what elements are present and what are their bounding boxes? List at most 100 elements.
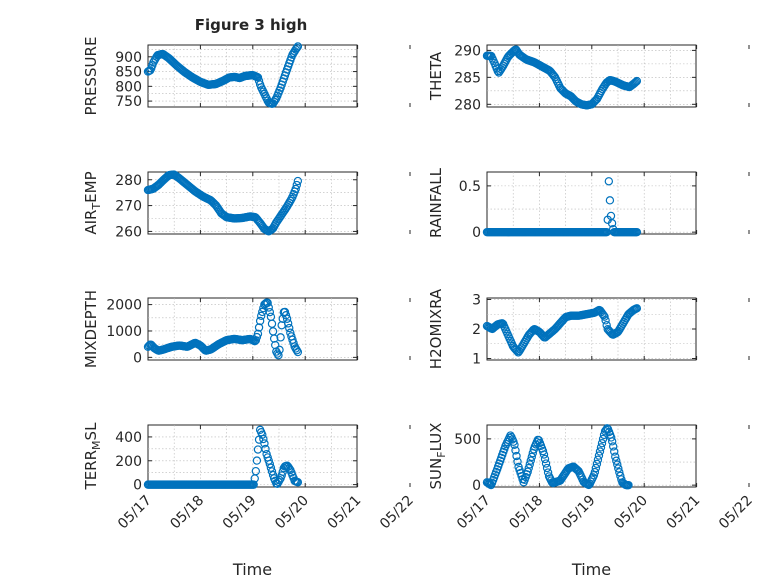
y-axis-label: RAINFALL (427, 167, 445, 238)
y-tick-label: 270 (115, 199, 142, 215)
y-axis-label-part: TERR (82, 450, 100, 491)
data-point (512, 451, 521, 461)
data-point (289, 338, 298, 348)
data-point (604, 177, 614, 186)
subplot-h2omixra: 1 2 3 H2OMIXRA (427, 288, 750, 369)
data-point (274, 351, 283, 360)
y-tick-label: 750 (115, 94, 142, 110)
data-point (252, 456, 262, 465)
x-tick-label: 05/19 (220, 493, 260, 533)
data-series (482, 45, 642, 110)
x-tick-label: 05/21 (325, 493, 365, 533)
data-point (259, 434, 268, 444)
data-point (250, 336, 259, 346)
data-point (293, 176, 303, 186)
data-series (482, 304, 642, 357)
data-series (482, 177, 642, 237)
data-point (264, 303, 273, 312)
data-point (540, 454, 550, 464)
x-tick-label: 05/19 (559, 493, 599, 533)
data-point (605, 196, 615, 205)
y-tick-label: 290 (454, 43, 481, 59)
y-axis-label-subscript: T (90, 203, 103, 211)
x-tick-label: 05/21 (664, 493, 704, 533)
y-tick-label: 200 (115, 454, 142, 470)
data-point (598, 434, 608, 444)
data-point (594, 451, 604, 460)
data-point (538, 446, 548, 456)
data-point (260, 439, 269, 448)
data-point (293, 42, 303, 51)
data-point (597, 438, 607, 448)
y-axis-label: PRESSURE (82, 37, 100, 116)
data-point (593, 455, 603, 464)
y-tick-label: 2000 (106, 298, 142, 314)
y-tick-label: 0 (133, 350, 142, 366)
data-series (143, 42, 303, 108)
x-tick-label: 05/17 (454, 493, 494, 533)
data-point (249, 480, 258, 489)
data-point (291, 184, 300, 194)
y-tick-label: 1 (472, 352, 481, 368)
data-point (292, 43, 301, 53)
y-tick-label: 1000 (106, 324, 142, 340)
x-axis-label: Time (571, 560, 611, 579)
figure-title: Figure 3 high (195, 16, 308, 34)
data-point (612, 456, 621, 465)
y-tick-label: 500 (454, 432, 481, 448)
y-tick-label: 3 (472, 292, 481, 308)
data-point (632, 304, 642, 313)
data-point (611, 452, 620, 461)
data-point (285, 464, 294, 473)
axes-background (147, 424, 358, 488)
data-point (601, 316, 610, 325)
data-point (275, 345, 284, 355)
data-point (607, 219, 617, 228)
x-tick-label: 05/18 (167, 493, 207, 533)
subplot-theta: 280 285 290 THETA (427, 43, 750, 113)
y-axis-label: TERRMSL (82, 422, 103, 491)
data-point (293, 478, 303, 487)
data-point (513, 457, 522, 466)
data-point (265, 307, 275, 317)
data-point (257, 311, 266, 321)
subplot-rainfall: 0 0.5 RAINFALL (427, 167, 750, 241)
data-point (613, 460, 622, 469)
y-tick-label: 280 (454, 97, 481, 113)
data-point (261, 444, 270, 454)
data-point (632, 227, 642, 237)
y-tick-label: 260 (115, 224, 142, 240)
data-point (609, 442, 618, 451)
data-point (542, 463, 552, 473)
data-point (293, 347, 303, 357)
data-point (276, 333, 285, 342)
y-axis-label-part: AIR (82, 210, 100, 235)
x-tick-label: 05/20 (272, 493, 312, 533)
x-axis-label: Time (232, 560, 272, 579)
y-axis-label-subscript: M (90, 440, 103, 450)
y-tick-label: 0 (133, 478, 142, 494)
y-axis-label-part: SL (82, 422, 100, 441)
data-point (510, 440, 519, 449)
x-tick-label: 05/22 (716, 493, 756, 533)
data-point (602, 320, 611, 330)
y-tick-label: 285 (454, 70, 481, 86)
y-axis-label-subscript: F (435, 451, 448, 457)
y-axis-label: THETA (427, 51, 445, 101)
data-point (266, 463, 276, 472)
data-point (596, 443, 606, 452)
data-point (599, 310, 608, 320)
data-point (632, 76, 642, 86)
y-tick-label: 0.5 (459, 179, 481, 195)
data-point (275, 475, 284, 485)
x-tick-label: 05/22 (377, 493, 417, 533)
y-tick-label: 2 (472, 322, 481, 338)
data-point (607, 437, 617, 446)
x-tick-label: 05/20 (611, 493, 651, 533)
data-point (292, 346, 301, 355)
subplot-air-temp: 260 270 280 AIRTEMP (82, 170, 411, 240)
subplot-terr-msl: 0 200 400 05/17 05/18 05/19 05/20 05/21 05/22 TER… (82, 422, 417, 579)
y-axis-label: H2OMIXRA (427, 288, 445, 369)
data-point (281, 311, 291, 320)
